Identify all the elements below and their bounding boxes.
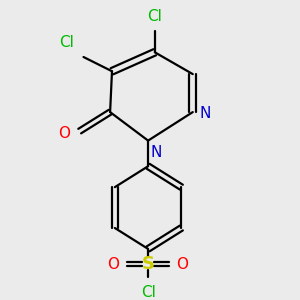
Text: N: N (200, 106, 211, 122)
Text: N: N (151, 146, 162, 160)
Text: O: O (177, 256, 189, 272)
Text: Cl: Cl (59, 35, 74, 50)
Text: O: O (58, 125, 70, 140)
Text: Cl: Cl (141, 285, 155, 300)
Text: S: S (142, 255, 154, 273)
Text: Cl: Cl (147, 9, 162, 24)
Text: O: O (108, 256, 120, 272)
